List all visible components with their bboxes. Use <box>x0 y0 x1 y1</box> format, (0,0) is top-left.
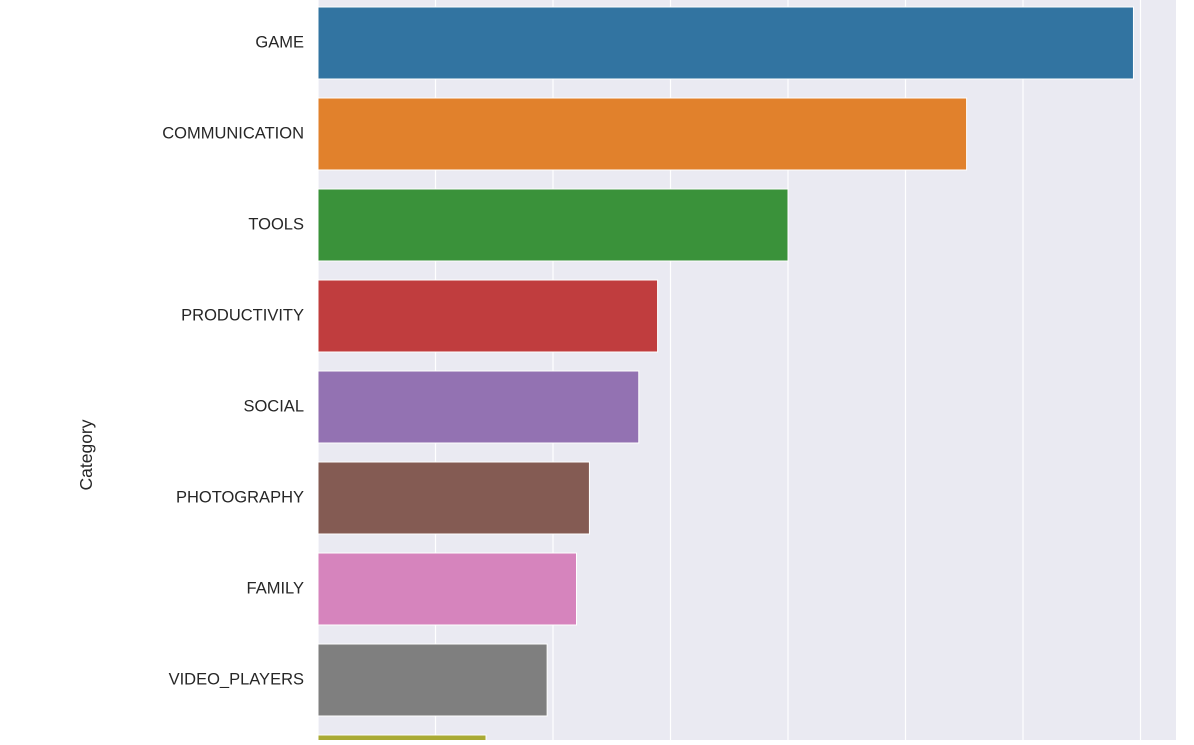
bar <box>317 97 968 171</box>
bar <box>317 6 1134 80</box>
y-tick-labels: GAME COMMUNICATION TOOLS PRODUCTIVITY SOCIAL… <box>162 33 304 688</box>
y-tick-label: COMMUNICATION <box>162 124 304 142</box>
bar <box>317 370 640 444</box>
y-tick-label: SOCIAL <box>243 397 304 415</box>
bar <box>317 279 659 353</box>
bar <box>317 461 590 535</box>
y-tick-label: TOOLS <box>248 215 304 233</box>
bars <box>317 6 1134 745</box>
bar <box>317 552 577 626</box>
y-tick-label: VIDEO_PLAYERS <box>169 670 304 688</box>
y-tick-label: GAME <box>255 33 304 51</box>
y-tick-label: PRODUCTIVITY <box>181 306 304 324</box>
bar <box>317 188 789 262</box>
y-axis-label: Category <box>76 419 96 490</box>
bar <box>317 734 487 745</box>
y-tick-label: FAMILY <box>247 579 304 597</box>
bar <box>317 643 548 717</box>
y-tick-label: PHOTOGRAPHY <box>176 488 304 506</box>
